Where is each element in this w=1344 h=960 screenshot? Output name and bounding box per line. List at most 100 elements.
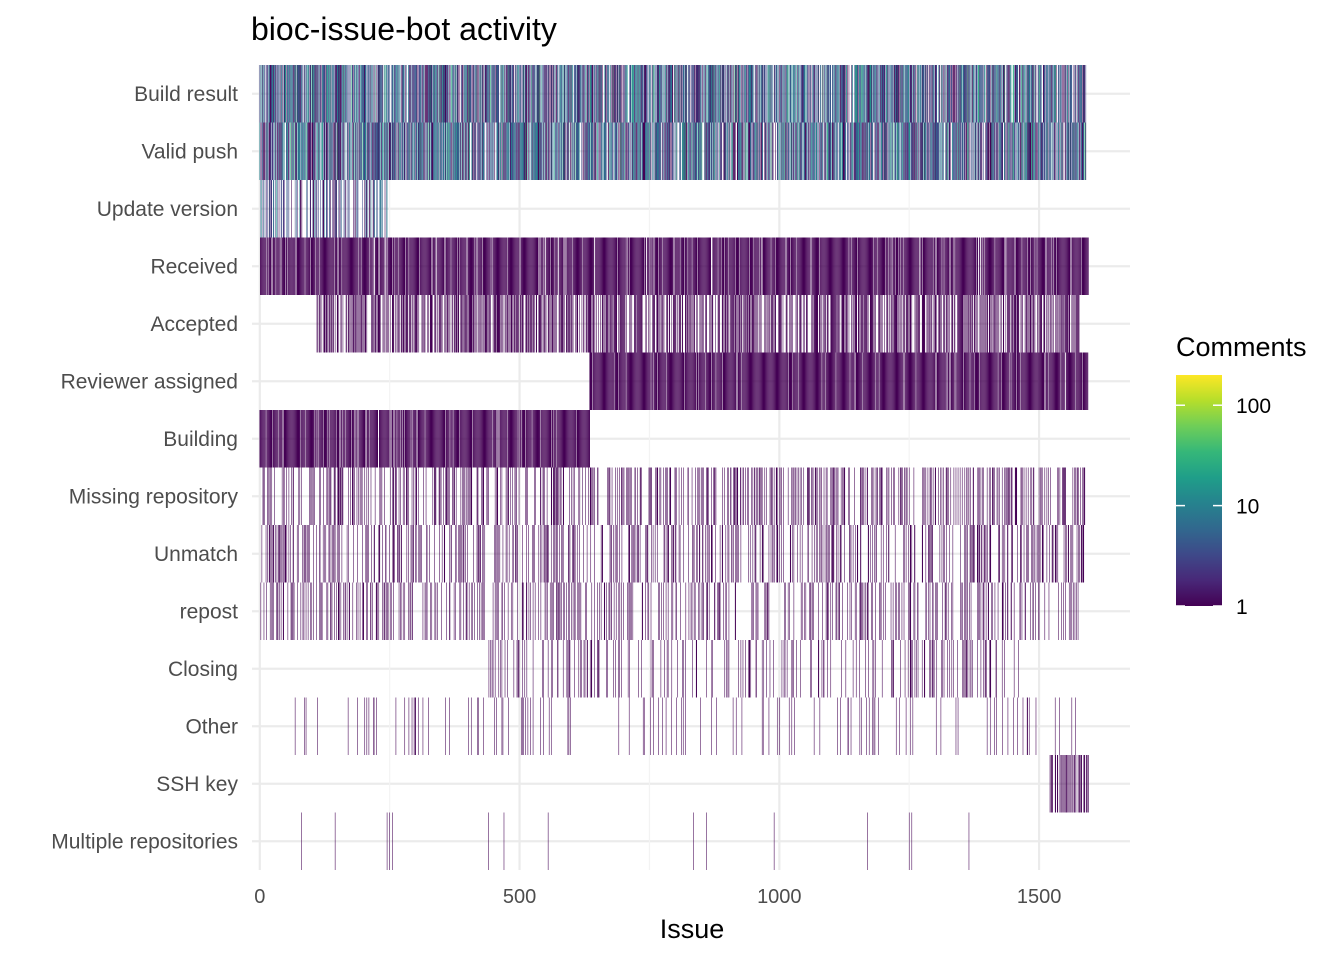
heatmap-cell xyxy=(600,122,601,180)
heatmap-cell xyxy=(535,295,537,353)
heatmap-cell xyxy=(558,122,560,180)
heatmap-cell xyxy=(569,65,571,123)
heatmap-cell xyxy=(552,237,554,295)
heatmap-cell xyxy=(636,295,638,353)
heatmap-cell xyxy=(996,122,997,180)
heatmap-cell xyxy=(468,295,470,353)
heatmap-cell xyxy=(621,237,623,295)
heatmap-cell xyxy=(1008,237,1010,295)
heatmap-cell xyxy=(745,65,746,123)
heatmap-cell xyxy=(778,122,780,180)
heatmap-cell xyxy=(606,352,607,410)
heatmap-cell xyxy=(609,237,610,295)
heatmap-cell xyxy=(342,237,343,295)
heatmap-cell xyxy=(618,65,619,123)
heatmap-cell xyxy=(881,122,882,180)
heatmap-cell xyxy=(806,122,808,180)
heatmap-cell xyxy=(571,122,573,180)
heatmap-cell xyxy=(341,122,342,180)
heatmap-cell xyxy=(290,65,291,123)
heatmap-cell xyxy=(326,180,327,238)
heatmap-cell xyxy=(566,65,567,123)
heatmap-cell xyxy=(337,122,339,180)
heatmap-cell xyxy=(500,237,501,295)
heatmap-cell xyxy=(666,295,668,353)
heatmap-cell xyxy=(1023,237,1024,295)
heatmap-cell xyxy=(886,122,888,180)
heatmap-cell xyxy=(754,237,755,295)
heatmap-cell xyxy=(303,122,304,180)
heatmap-cell xyxy=(840,122,841,180)
heatmap-cell xyxy=(1076,122,1077,180)
heatmap-cell xyxy=(464,122,466,180)
heatmap-cell xyxy=(381,237,382,295)
heatmap-cell xyxy=(803,65,805,123)
heatmap-cell xyxy=(1052,237,1054,295)
heatmap-cell xyxy=(1055,237,1057,295)
heatmap-cell xyxy=(263,237,265,295)
heatmap-cell xyxy=(518,295,519,353)
heatmap-cell xyxy=(266,65,268,123)
heatmap-cell xyxy=(822,237,824,295)
heatmap-cell xyxy=(1020,65,1021,123)
heatmap-cell xyxy=(946,122,948,180)
heatmap-cell xyxy=(698,65,700,123)
heatmap-cell xyxy=(336,65,337,123)
heatmap-cell xyxy=(607,352,608,410)
heatmap-cell xyxy=(530,295,531,353)
heatmap-cell xyxy=(976,295,978,353)
heatmap-cell xyxy=(281,237,283,295)
heatmap-cell xyxy=(1013,122,1015,180)
heatmap-cell xyxy=(373,237,374,295)
heatmap-cell xyxy=(628,352,630,410)
heatmap-cell xyxy=(1008,65,1009,123)
heatmap-cell xyxy=(556,65,557,123)
heatmap-cell xyxy=(837,65,839,123)
heatmap-cell xyxy=(1032,122,1034,180)
heatmap-cell xyxy=(742,65,744,123)
heatmap-cell xyxy=(794,122,795,180)
heatmap-cell xyxy=(1037,237,1039,295)
heatmap-cell xyxy=(1035,237,1037,295)
heatmap-cell xyxy=(1041,122,1043,180)
heatmap-cell xyxy=(444,65,446,123)
heatmap-cell xyxy=(410,295,411,353)
heatmap-cell xyxy=(945,237,946,295)
heatmap-cell xyxy=(382,65,384,123)
heatmap-cell xyxy=(597,352,598,410)
heatmap-cell xyxy=(888,65,889,123)
heatmap-cell xyxy=(933,65,934,123)
heatmap-cell xyxy=(326,180,328,238)
heatmap-cell xyxy=(366,122,368,180)
heatmap-cell xyxy=(416,237,417,295)
heatmap-cell xyxy=(489,237,490,295)
heatmap-cell xyxy=(546,237,547,295)
heatmap-cell xyxy=(698,65,699,123)
heatmap-cell xyxy=(268,180,270,238)
heatmap-cell xyxy=(395,237,396,295)
heatmap-cell xyxy=(627,352,629,410)
heatmap-cell xyxy=(756,237,758,295)
heatmap-cell xyxy=(770,122,772,180)
heatmap-cell xyxy=(1046,65,1048,123)
heatmap-cell xyxy=(825,237,826,295)
heatmap-cell xyxy=(399,65,400,123)
heatmap-cell xyxy=(743,237,745,295)
heatmap-cell xyxy=(965,237,967,295)
heatmap-cell xyxy=(733,237,734,295)
heatmap-cell xyxy=(652,295,653,353)
heatmap-cell xyxy=(594,352,595,410)
heatmap-cell xyxy=(862,237,864,295)
heatmap-cell xyxy=(462,65,464,123)
heatmap-cell xyxy=(559,237,561,295)
heatmap-cell xyxy=(895,237,897,295)
heatmap-cell xyxy=(612,122,613,180)
heatmap-cell xyxy=(304,122,306,180)
heatmap-cell xyxy=(920,122,921,180)
heatmap-cell xyxy=(863,65,864,123)
heatmap-cell xyxy=(715,65,716,123)
heatmap-cell xyxy=(490,122,491,180)
heatmap-cell xyxy=(644,65,646,123)
heatmap-cell xyxy=(991,65,992,123)
